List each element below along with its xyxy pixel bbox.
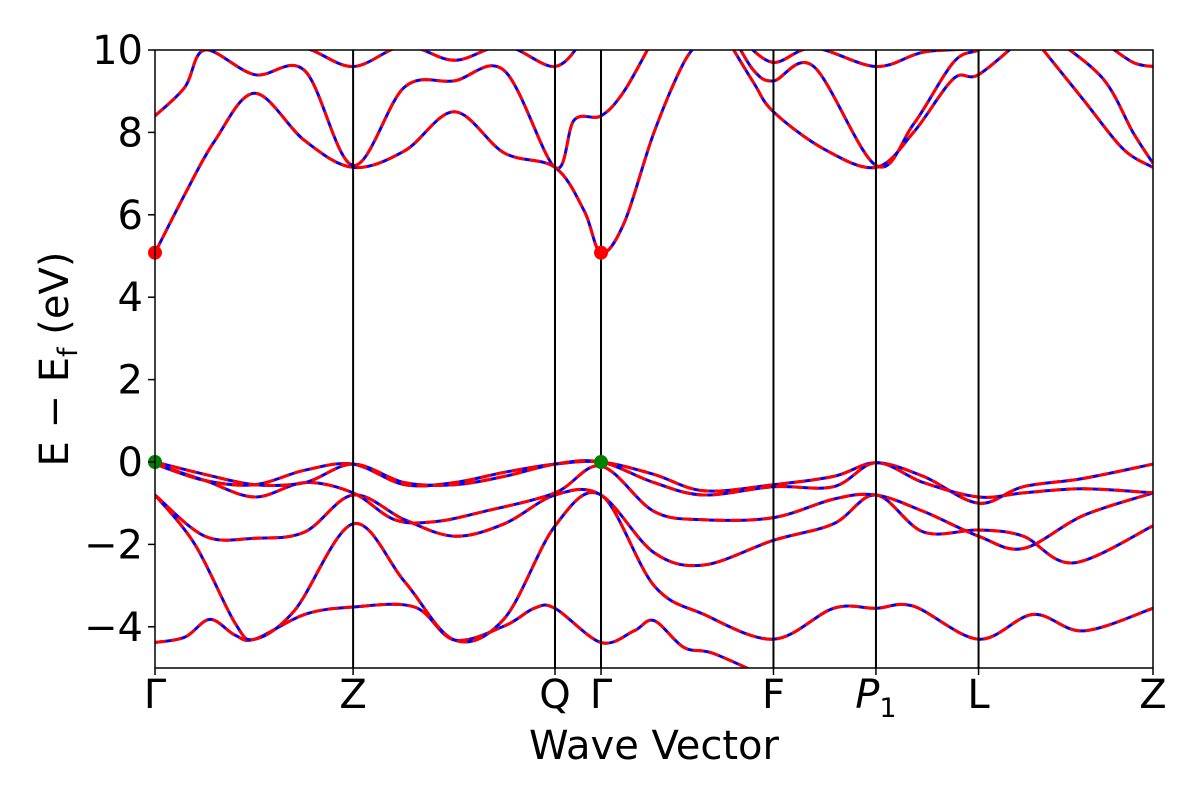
vbm-marker — [594, 455, 609, 469]
y-axis-label-unit: (eV) — [32, 252, 78, 348]
x-axis-label: Wave Vector — [529, 723, 780, 769]
y-tick-label: 0 — [118, 440, 143, 486]
y-axis-ticks: −4 −2 0 2 4 6 8 10 — [84, 28, 155, 651]
band-line-dashed-8 — [155, 50, 650, 170]
y-axis-label: E − Ef (eV) — [32, 252, 84, 467]
band-line-4 — [155, 462, 1153, 551]
x-tick-label: L — [967, 672, 990, 718]
band-line-6 — [155, 459, 1153, 499]
band-edge-markers — [148, 245, 609, 469]
band-line-dashed-15 — [1111, 50, 1153, 68]
band-line-dashed-14 — [1067, 50, 1153, 165]
x-tick-label-main: P — [855, 672, 880, 718]
plot-frame — [154, 49, 1154, 669]
y-axis-label-subscript: f — [53, 346, 84, 357]
band-line-3 — [155, 487, 1153, 568]
band-line-dashed-13 — [1041, 50, 1153, 169]
x-tick-label: Z — [1139, 672, 1166, 718]
x-axis-ticks: Γ Z Q Γ F P1 L Z — [144, 668, 1167, 724]
band-line-dashed-9 — [306, 50, 578, 69]
y-tick-label: 10 — [92, 28, 143, 74]
x-tick-label: Q — [539, 672, 570, 718]
y-tick-label: 6 — [118, 193, 143, 239]
band-line-dashed-7 — [155, 50, 694, 255]
x-tick-label: Γ — [144, 672, 167, 718]
band-line-7 — [155, 50, 694, 255]
cbm-marker — [594, 245, 609, 260]
band-line-dashed-12 — [750, 50, 975, 69]
band-line-dashed-1 — [155, 602, 751, 668]
y-tick-label: −2 — [84, 522, 143, 568]
x-tick-label: F — [762, 672, 785, 718]
x-tick-label: Z — [339, 672, 366, 718]
band-line-13 — [1041, 50, 1153, 169]
x-tick-label: P1 — [855, 672, 896, 724]
band-line-dashed-4 — [155, 462, 1153, 551]
band-line-15 — [1111, 50, 1153, 68]
x-tick-label-subscript: 1 — [879, 693, 896, 724]
band-line-12 — [750, 50, 975, 69]
band-line-8 — [155, 50, 650, 170]
y-tick-label: 4 — [118, 275, 143, 321]
y-tick-label: 2 — [118, 358, 143, 404]
high-symmetry-lines — [352, 50, 980, 668]
x-tick-label: Γ — [590, 672, 613, 718]
y-tick-label: −4 — [84, 605, 143, 651]
bands-layer — [155, 50, 1153, 668]
band-line-14 — [1067, 50, 1153, 165]
y-tick-label: 8 — [118, 110, 143, 156]
y-axis-label-main: E − E — [32, 357, 78, 467]
band-line-dashed-6 — [155, 459, 1153, 499]
